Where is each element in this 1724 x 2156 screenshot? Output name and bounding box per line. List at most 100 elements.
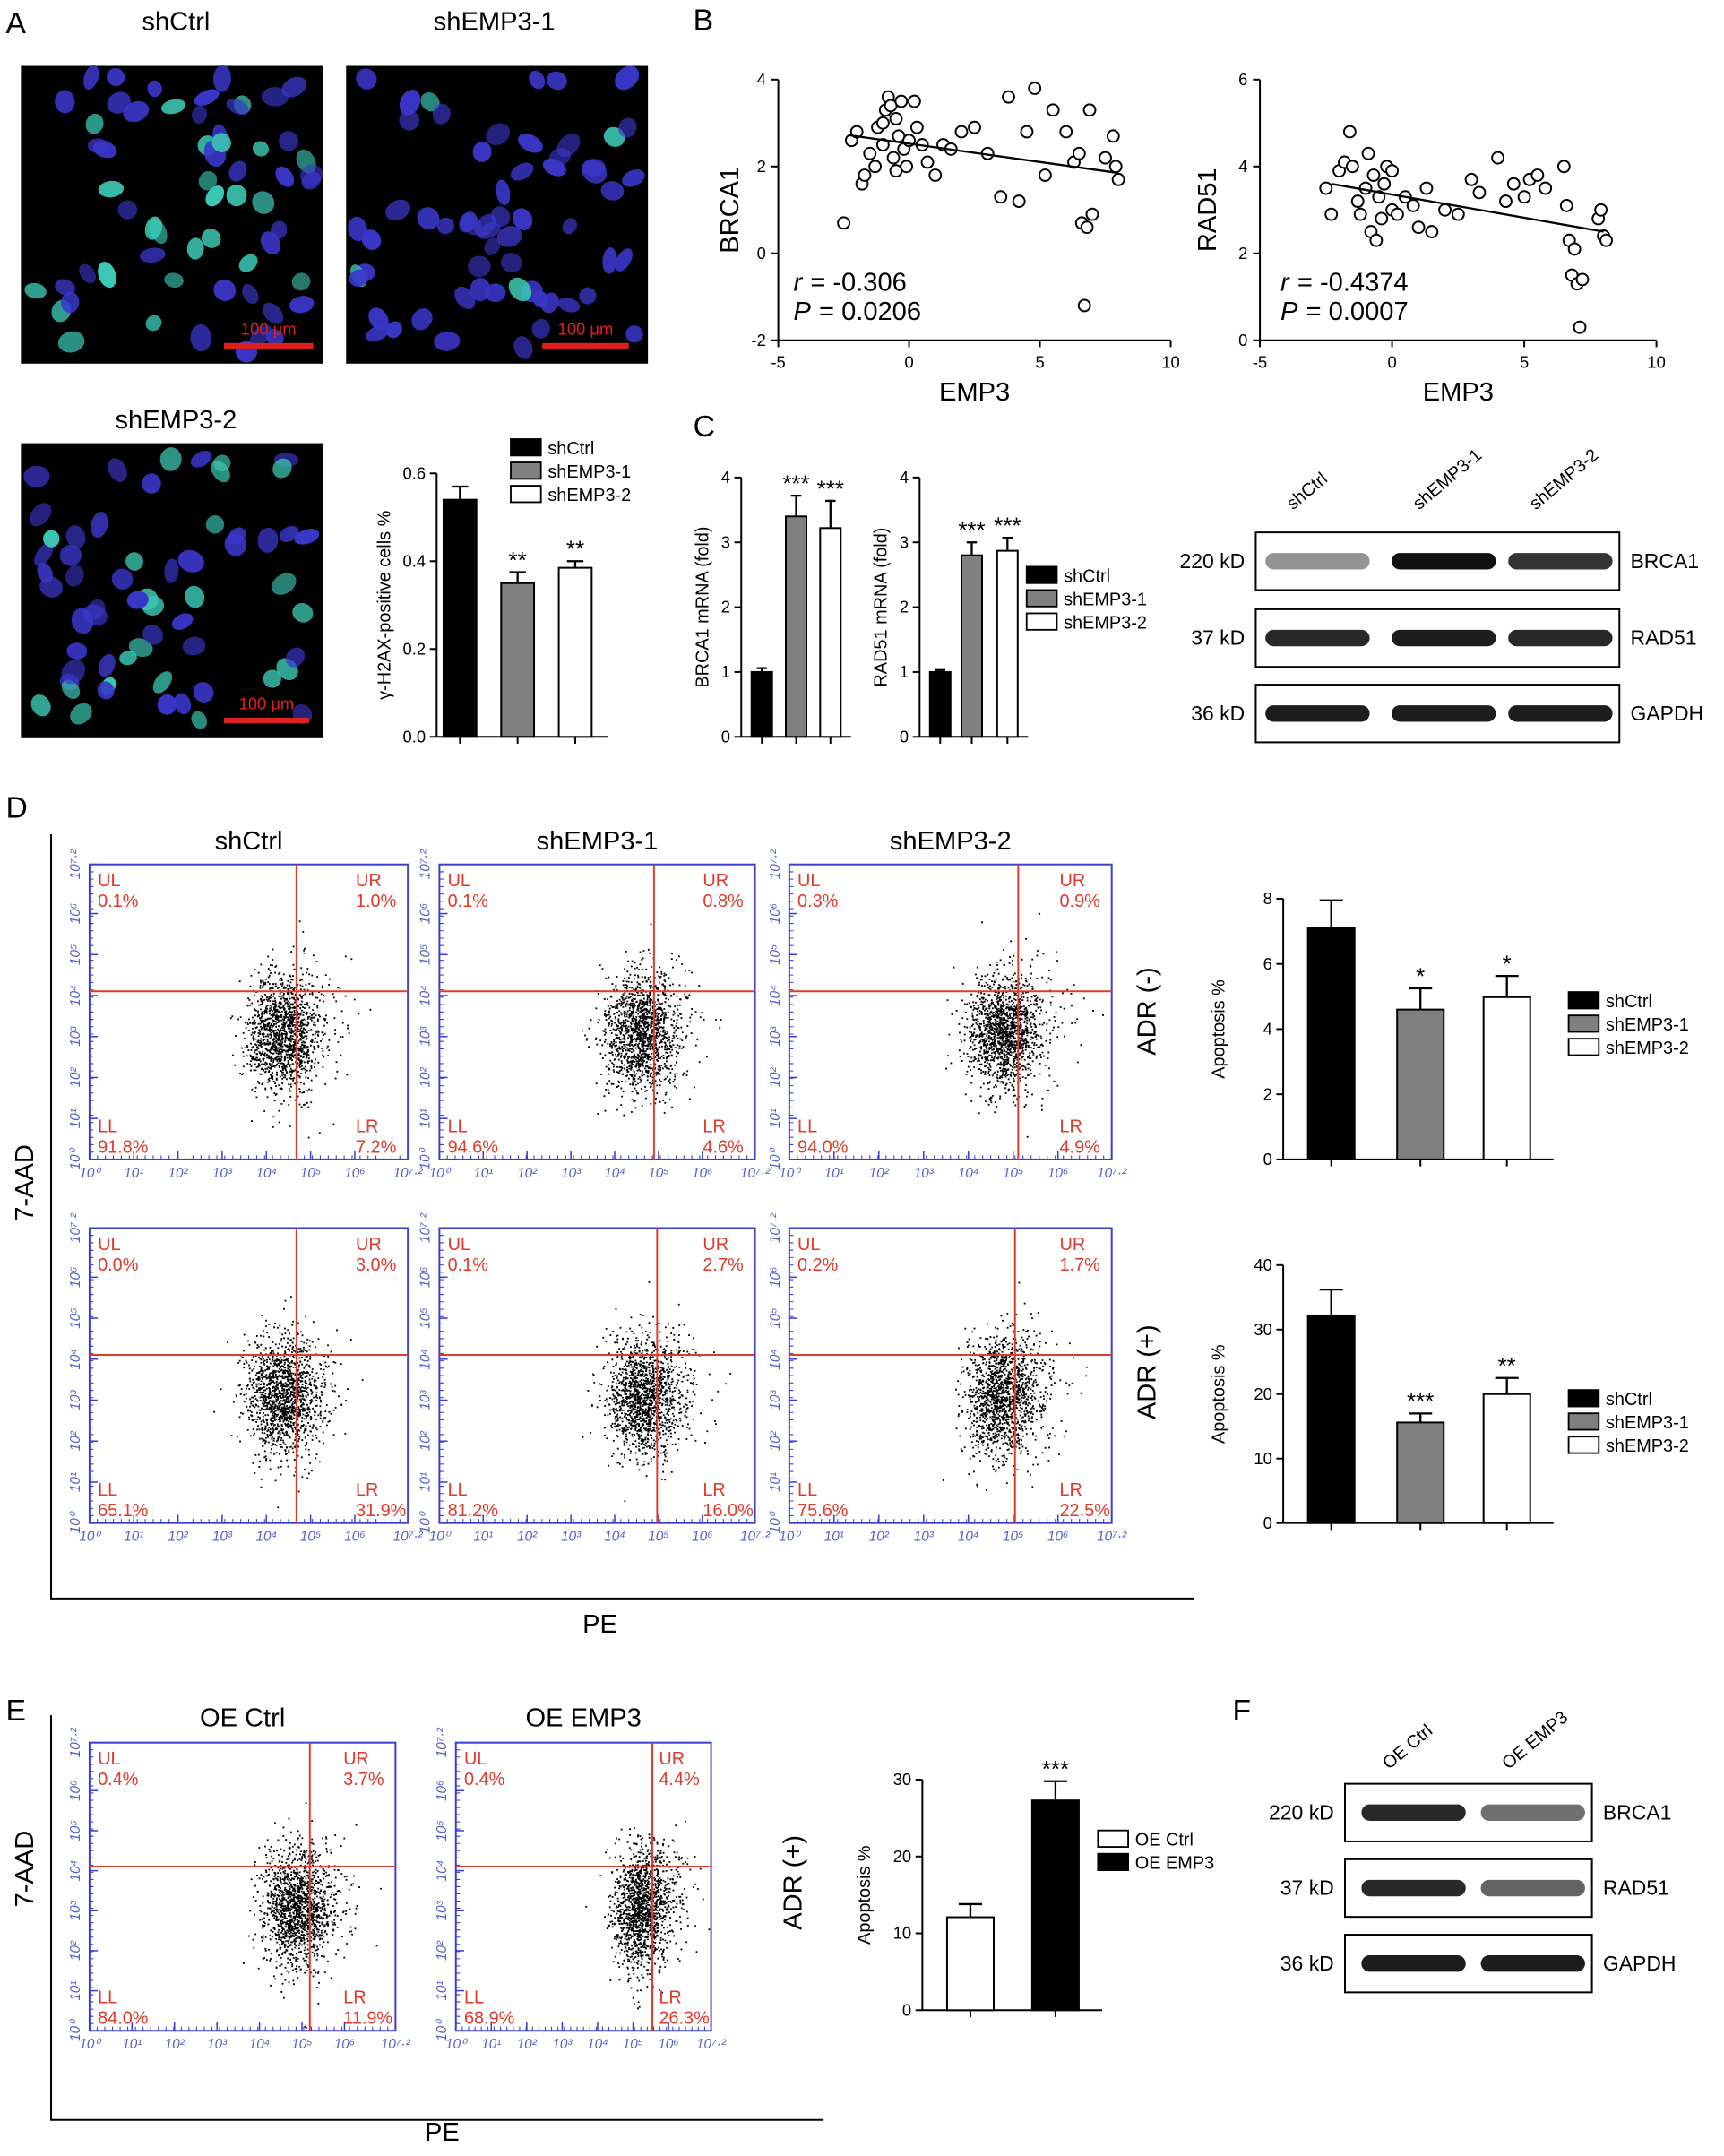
minor-tick [789, 1155, 794, 1160]
minor-tick [789, 967, 1000, 1160]
minor-tick [439, 1419, 551, 1523]
minor-tick [789, 937, 1032, 1160]
nucleus [161, 99, 186, 115]
x-tick-label: 10⁰ [779, 1166, 802, 1181]
point [1472, 185, 1487, 200]
minor-tick [89, 901, 369, 1160]
significance: *** [994, 513, 1021, 539]
protein-label: GAPDH [1603, 1952, 1677, 1975]
minor-tick [89, 1901, 228, 2031]
minor-tick [789, 1122, 831, 1160]
protein-label: BRCA1 [1631, 549, 1700, 573]
legend-swatch [1567, 1014, 1600, 1033]
legend-label: shEMP3-1 [1606, 1413, 1689, 1433]
y-tick-label: 0 [900, 727, 909, 746]
y-tick-label: 10³ [68, 1900, 83, 1920]
minor-tick [789, 1514, 798, 1523]
legend-swatch [1567, 1436, 1600, 1454]
nucleus [600, 181, 625, 201]
x-tick-label: 10¹ [122, 2037, 142, 2052]
legend-label: shEMP3-1 [1064, 590, 1147, 609]
minor-tick [438, 1519, 444, 1524]
nucleus [174, 693, 192, 715]
minor-tick [439, 1486, 479, 1523]
minor-tick [89, 1397, 226, 1523]
nucleus [484, 237, 501, 255]
x-tick-label: -5 [1253, 352, 1267, 371]
y-tick-label: 10³ [418, 1026, 434, 1047]
minor-tick [439, 1352, 622, 1523]
nucleus [496, 179, 511, 206]
point [1567, 242, 1582, 256]
minor-tick [89, 1056, 202, 1160]
minor-tick [439, 1026, 582, 1160]
nucleus [472, 141, 492, 162]
y-tick-label: 10² [418, 1066, 434, 1087]
minor-tick [455, 1749, 705, 2031]
error-bar [1495, 1376, 1519, 1394]
panel-label: A [6, 7, 27, 40]
minor-tick [439, 989, 622, 1160]
y-tick-label: 10⁷·² [68, 1727, 83, 1757]
minor-tick [789, 1077, 879, 1160]
nucleus [454, 286, 476, 310]
band [1508, 553, 1613, 570]
minor-tick [438, 1155, 444, 1160]
nucleus [83, 65, 99, 90]
minor-tick [789, 952, 1016, 1160]
dot-cloud [585, 1820, 711, 2010]
minor-tick [439, 1056, 551, 1160]
point [1369, 233, 1384, 247]
nucleus [34, 542, 54, 566]
x-tick-label: 10⁶ [1047, 1166, 1068, 1181]
point [868, 160, 883, 174]
minor-tick [789, 1411, 911, 1523]
minor-tick [455, 1987, 496, 2031]
stat-value: = 0.0007 [1306, 298, 1409, 326]
point [1464, 172, 1478, 186]
x-tick-label: 10¹ [124, 1166, 143, 1181]
minor-tick [439, 1375, 599, 1523]
minor-tick [439, 1294, 685, 1523]
x-tick-label: 10⁵ [300, 1530, 321, 1545]
minor-tick [439, 1235, 748, 1523]
minor-tick [789, 1070, 887, 1160]
x-tick-label: 10² [517, 1166, 538, 1181]
x-tick-label: 10² [168, 1530, 189, 1545]
minor-tick [89, 871, 401, 1160]
flow-frame [438, 1227, 756, 1524]
nucleus [285, 647, 306, 668]
point [907, 94, 921, 108]
band-size: 37 kD [1280, 1876, 1334, 1900]
quadrant-percent: 0.1% [448, 892, 488, 911]
y-tick-label: 20 [1254, 1384, 1271, 1403]
minor-tick [89, 1375, 250, 1523]
nucleus [23, 465, 50, 487]
protein-label: RAD51 [1603, 1876, 1669, 1900]
y-tick-label: 0.0 [403, 727, 427, 746]
minor-tick [89, 1143, 107, 1160]
minor-tick [89, 1434, 186, 1523]
stat-symbol: P [793, 298, 811, 326]
scale-bar [223, 717, 309, 723]
minor-tick [789, 922, 1048, 1160]
minor-tick [789, 1301, 1032, 1523]
x-tick-label: 10⁴ [249, 2037, 271, 2052]
quadrant-name: UL [464, 1749, 487, 1769]
minor-tick [455, 1756, 699, 2031]
minor-tick [89, 1764, 374, 2031]
minor-tick [89, 1308, 321, 1523]
minor-tick [89, 922, 345, 1160]
minor-tick [789, 1367, 960, 1523]
minor-tick [439, 1404, 566, 1523]
band [1392, 553, 1496, 570]
scale-bar [223, 342, 314, 349]
bar [500, 582, 536, 738]
point [875, 116, 890, 130]
y-axis-label: RAD51 [1194, 168, 1222, 252]
nucleus [252, 141, 270, 157]
fit-line [1331, 183, 1604, 233]
nucleus [194, 89, 220, 106]
minor-tick [89, 960, 306, 1160]
legend-swatch [1025, 612, 1058, 631]
